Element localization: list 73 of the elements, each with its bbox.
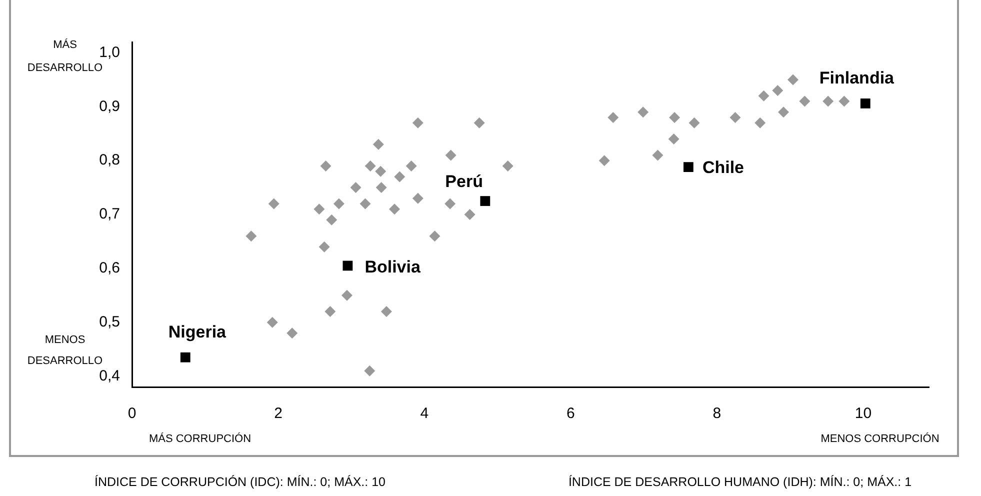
- point: [394, 171, 406, 182]
- point: [608, 112, 619, 123]
- point: [758, 90, 770, 102]
- point: [341, 290, 352, 301]
- annotation: Nigeria: [168, 322, 227, 342]
- point: [314, 204, 325, 215]
- point: [445, 150, 456, 161]
- point: [380, 306, 392, 318]
- point: [598, 155, 610, 166]
- point: [772, 85, 784, 96]
- point: [669, 112, 680, 123]
- point: [412, 117, 424, 128]
- point: [860, 98, 870, 108]
- point: [180, 352, 190, 362]
- y-tick-label: 0,9: [99, 98, 120, 115]
- point: [822, 96, 834, 107]
- point: [268, 198, 280, 210]
- point: [333, 198, 344, 210]
- point: [318, 241, 330, 252]
- point: [444, 198, 456, 210]
- annotation: Chile: [702, 158, 744, 178]
- point: [799, 96, 810, 107]
- point: [342, 260, 353, 271]
- point: [364, 365, 376, 376]
- y-tick-label: 0,8: [99, 152, 120, 169]
- x-tick-label: 2: [274, 405, 282, 422]
- point: [788, 74, 798, 86]
- point: [480, 196, 490, 206]
- point: [389, 204, 400, 215]
- point: [668, 134, 680, 145]
- point: [266, 316, 278, 328]
- point: [412, 192, 424, 204]
- point: [324, 306, 336, 318]
- point: [372, 138, 384, 150]
- point: [638, 106, 649, 118]
- text: MENOS DESARROLLO: [27, 334, 103, 367]
- annotation: Finlandia: [819, 68, 895, 88]
- x-tick-label: 4: [420, 405, 429, 422]
- point: [286, 328, 298, 339]
- point: [652, 150, 664, 161]
- point: [474, 117, 485, 128]
- y-tick-label: 0,7: [99, 206, 120, 223]
- point: [778, 106, 789, 118]
- point: [364, 160, 376, 172]
- point: [754, 117, 766, 128]
- point: [730, 112, 741, 123]
- point: [376, 182, 387, 194]
- x-tick-label: 8: [712, 405, 722, 422]
- point: [429, 230, 440, 242]
- point: [360, 198, 371, 210]
- point: [246, 230, 257, 242]
- point: [464, 209, 476, 220]
- point: [350, 182, 362, 194]
- y-tick-label: 0,6: [99, 260, 120, 277]
- x-tick-label: 6: [566, 405, 575, 422]
- annotation: Perú: [445, 172, 483, 192]
- point: [688, 117, 700, 128]
- text: ÍNDICE DE CORRUPCIÓN (IDC): MÍN.: 0; MÁX.: 10: [93, 474, 386, 490]
- text: ÍNDICE DE DESARROLLO HUMANO (IDH): MÍN.: 0; MÁX.: 1: [567, 474, 913, 490]
- point: [320, 160, 332, 172]
- point: [326, 214, 338, 226]
- point: [502, 160, 514, 172]
- y-tick-label: 0,4: [99, 367, 120, 384]
- point: [375, 166, 386, 177]
- x-tick-label: 10: [854, 405, 872, 422]
- text: MÁS CORRUPCIÓN: [148, 432, 252, 446]
- point: [406, 160, 417, 172]
- annotation: Bolivia: [364, 258, 421, 277]
- point: [838, 96, 850, 107]
- x-tick-label: 0: [128, 405, 136, 422]
- text: MENOS CORRUPCIÓN: [820, 432, 940, 446]
- point: [683, 162, 694, 172]
- y-tick-label: 0,5: [99, 313, 120, 330]
